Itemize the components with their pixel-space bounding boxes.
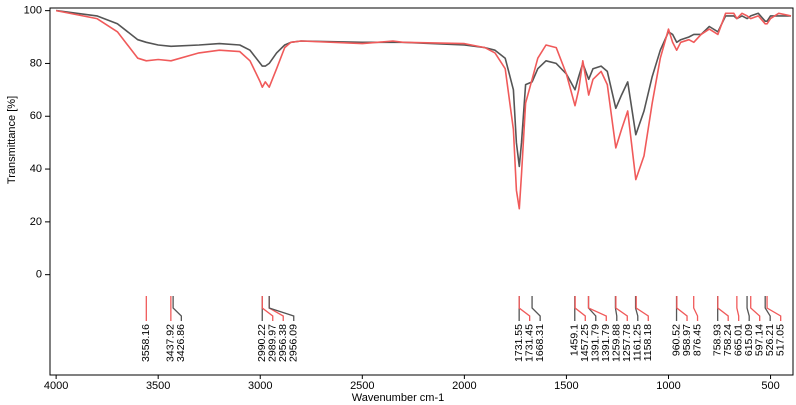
peak-label: 1391.79: [590, 324, 602, 362]
y-tick-label: 40: [30, 163, 42, 175]
peak-label: 1158.18: [642, 324, 654, 361]
peak-label: 665.01: [732, 324, 744, 356]
peak-label: 758.24: [722, 324, 734, 356]
peak-label: 1668.31: [534, 324, 546, 362]
peak-marker: [268, 296, 295, 321]
plot-frame: [49, 7, 794, 376]
peak-label: 758.93: [711, 324, 723, 356]
y-tick-label: 80: [30, 57, 42, 69]
spectrum-line: [55, 9, 792, 210]
y-tick-label: 20: [30, 216, 42, 228]
peak-label: 1259.88: [611, 324, 623, 362]
peak-label: 2990.22: [256, 324, 268, 362]
peak-marker: [676, 296, 688, 321]
peak-marker: [587, 296, 607, 321]
peak-marker: [172, 296, 183, 321]
x-tick-label: 1000: [656, 380, 680, 392]
spectrum-line: [55, 9, 791, 168]
peak-marker: [531, 296, 541, 321]
peak-label: 1731.45: [523, 324, 535, 362]
peak-label: 3437.92: [165, 324, 177, 362]
peak-marker: [635, 296, 649, 321]
peak-label: 526.21: [764, 324, 776, 356]
peak-marker: [717, 296, 729, 321]
peak-marker: [518, 296, 531, 321]
peak-label: 615.09: [743, 324, 755, 356]
peak-marker: [764, 296, 771, 321]
y-axis-title: Transmittance [%]: [6, 96, 18, 184]
peak-label: 1161.25: [632, 324, 644, 361]
x-tick-label: 1500: [554, 380, 578, 392]
x-tick-label: 3000: [248, 380, 272, 392]
y-tick-label: 60: [30, 110, 42, 122]
peak-marker: [736, 296, 740, 321]
peak-label: 1391.79: [600, 324, 612, 362]
peak-label: 1457.25: [579, 324, 591, 362]
peak-marker: [693, 296, 699, 321]
x-tick-label: 2000: [452, 380, 476, 392]
peak-marker: [750, 296, 761, 321]
peak-marker: [574, 296, 586, 321]
peak-label: 958.97: [681, 324, 693, 356]
peak-label: 1459.1: [569, 324, 581, 356]
peak-label: 960.52: [670, 324, 682, 356]
peak-label: 1731.55: [513, 324, 525, 362]
x-tick-label: 500: [761, 380, 779, 392]
peak-label: 597.14: [753, 324, 765, 356]
peak-label: 2956.38: [277, 324, 289, 362]
x-tick-label: 4000: [44, 380, 68, 392]
peak-label: 2956.09: [288, 324, 300, 362]
x-tick-label: 2500: [350, 380, 374, 392]
peak-label: 2989.97: [267, 324, 279, 362]
peak-label: 3558.16: [140, 324, 152, 362]
peak-marker: [746, 296, 750, 321]
x-tick-label: 3500: [146, 380, 170, 392]
y-tick-label: 0: [36, 269, 42, 281]
peak-marker: [766, 296, 782, 321]
peak-label: 876.45: [691, 324, 703, 356]
peak-label: 1257.78: [621, 324, 633, 362]
y-tick-label: 100: [24, 5, 42, 17]
peak-label: 517.05: [774, 324, 786, 356]
peak-marker: [615, 296, 628, 321]
peak-label: 3426.86: [175, 324, 187, 362]
x-axis-title: Wavenumber cm-1: [352, 392, 445, 404]
peak-marker: [261, 296, 274, 321]
